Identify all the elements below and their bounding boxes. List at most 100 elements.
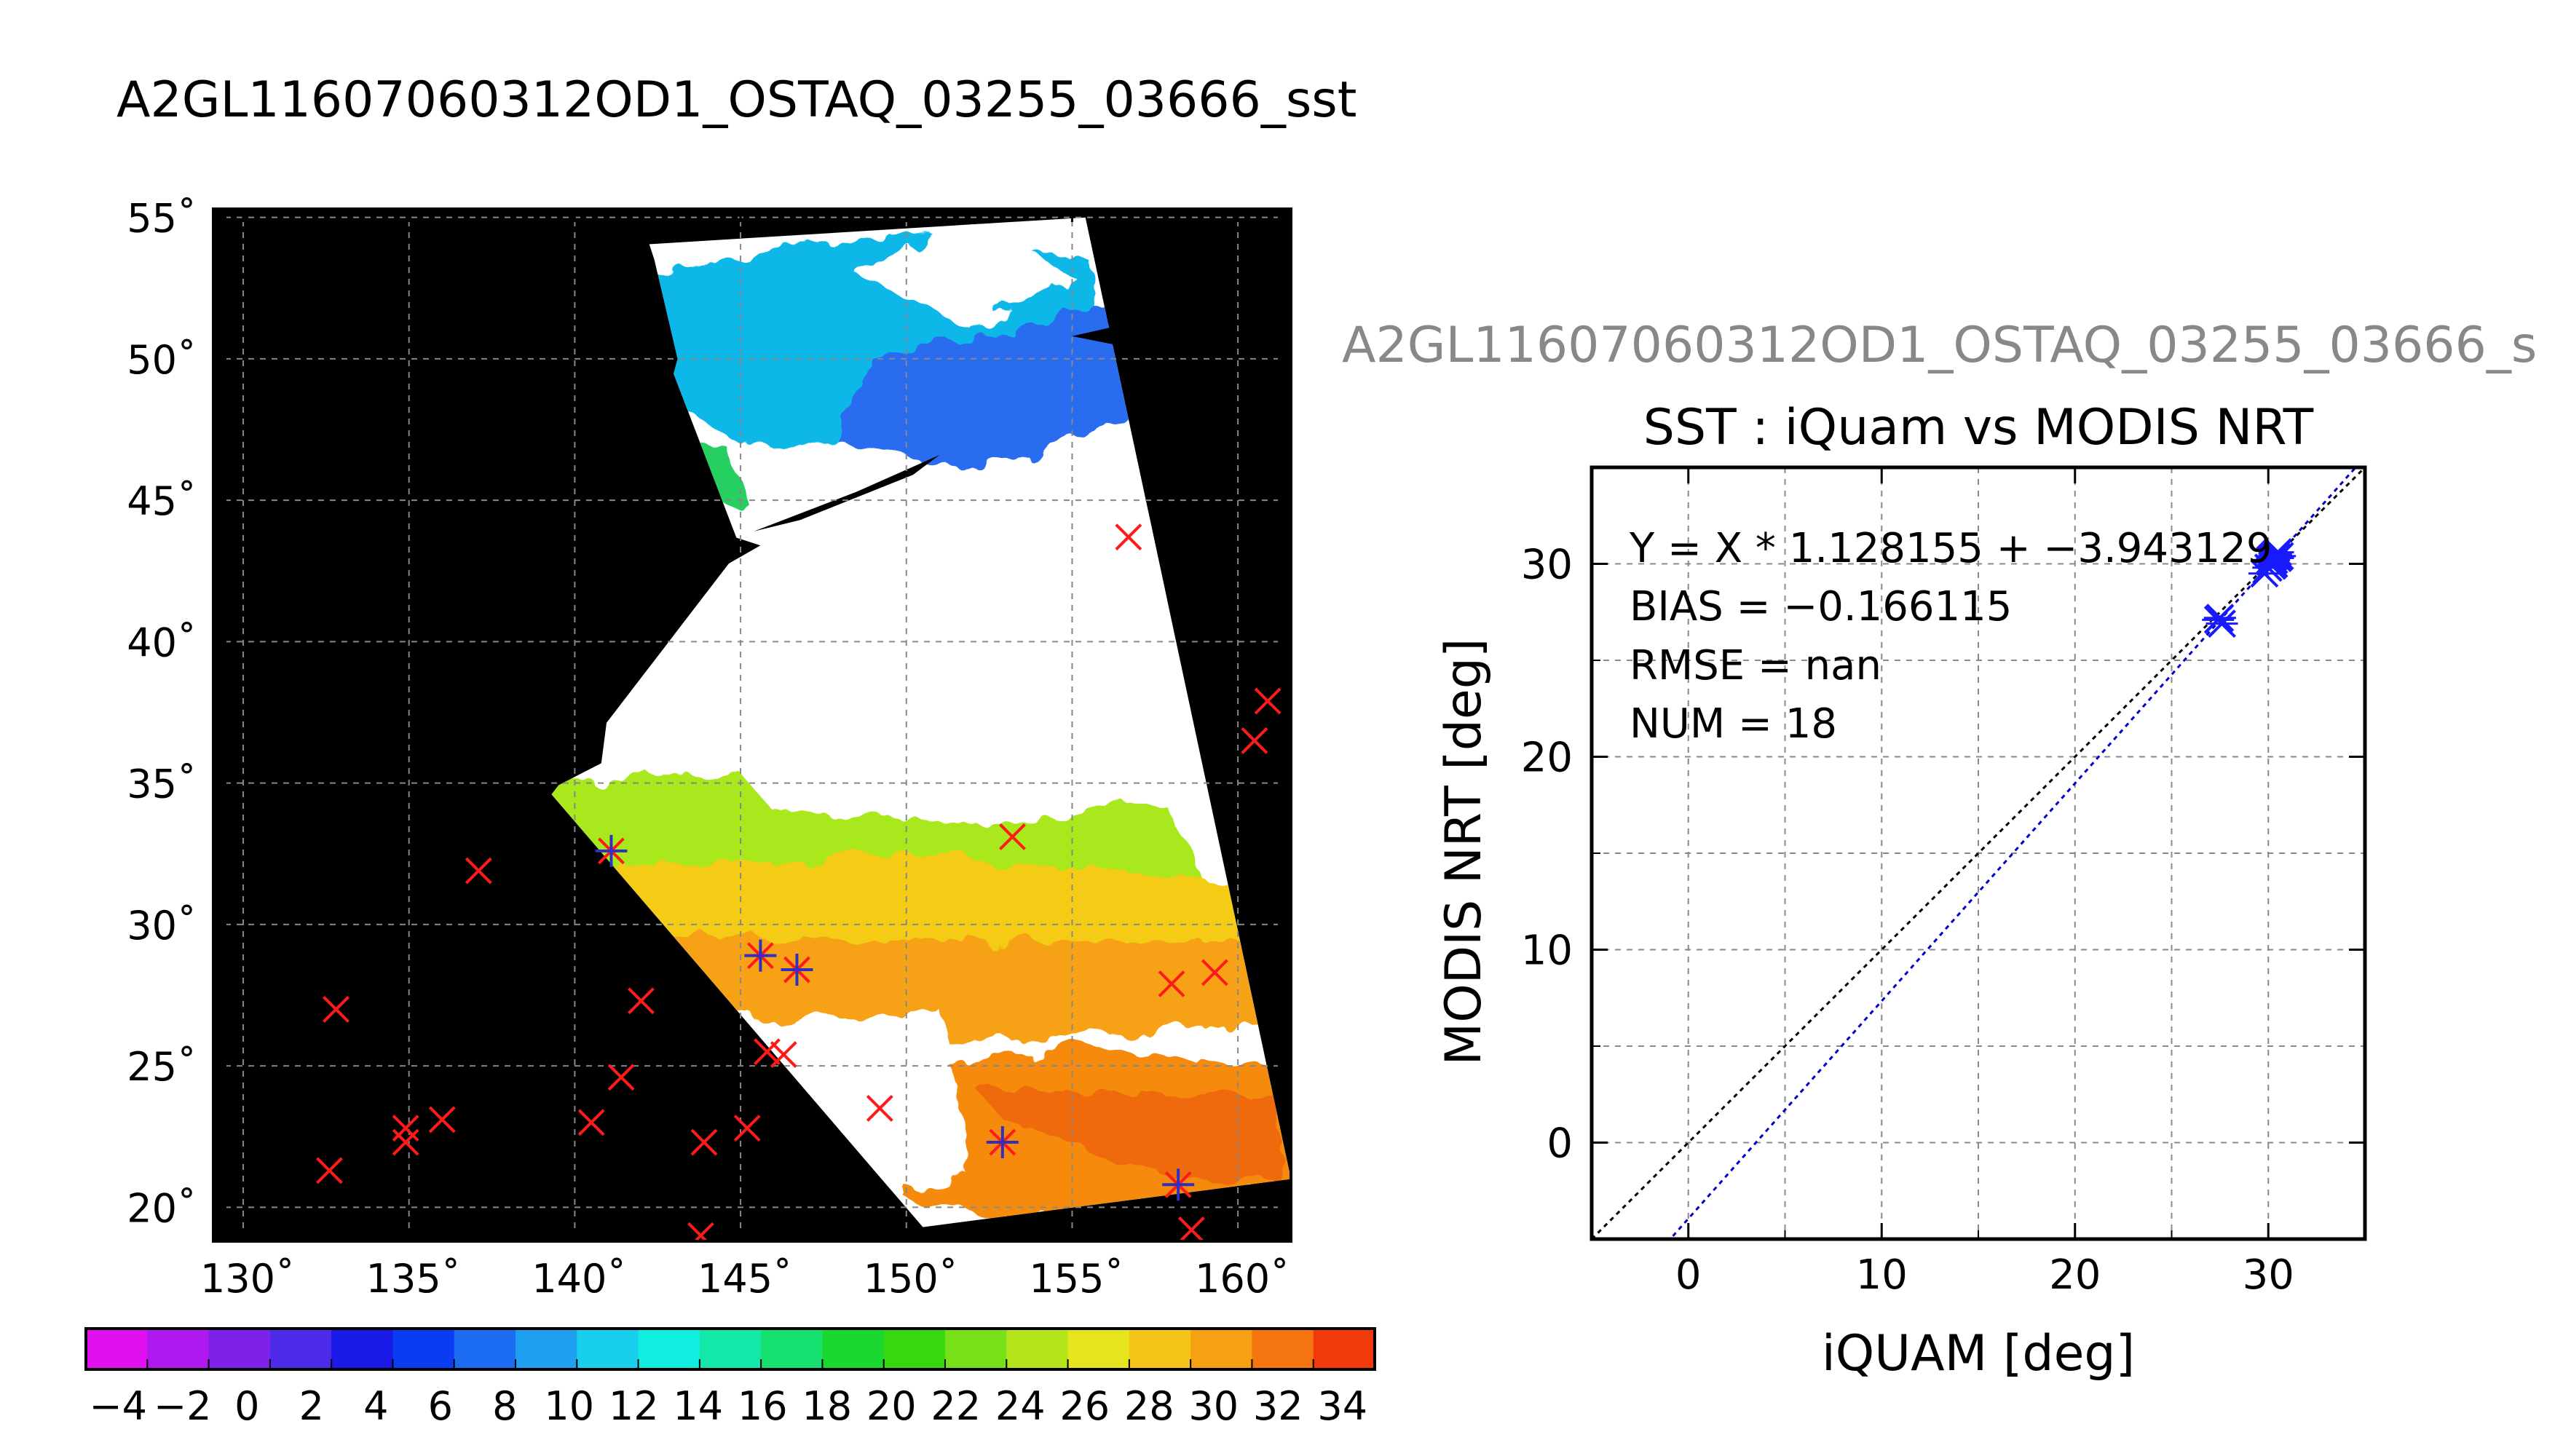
land-region	[558, 209, 678, 470]
match-markers	[315, 523, 1282, 1241]
colorbar-label: 20	[866, 1383, 917, 1429]
match-marker	[1201, 959, 1228, 986]
colorbar-label: 18	[802, 1383, 852, 1429]
fit-equation: Y = X * 1.128155 + −3.943129	[1629, 525, 2272, 572]
map-x-tick-label: 130˚	[200, 1256, 295, 1302]
land-mask	[226, 209, 1165, 896]
scatter-grid	[1592, 467, 2365, 1239]
colorbar-label: 34	[1317, 1383, 1367, 1429]
map-x-tick-label: 145˚	[698, 1256, 792, 1302]
subtropic-band	[574, 853, 1271, 959]
colorbar-label: −4	[89, 1383, 147, 1429]
colorbar-swatch	[147, 1329, 210, 1369]
scatter-panel: 0 10 20 30 0 10 20 30 Y = X * 1.128155 + −3.943…	[1435, 465, 2367, 1382]
bias-label: BIAS = −0.166115	[1630, 583, 2012, 630]
map-y-tick-label: 40˚	[127, 620, 197, 665]
scatter-annotations: Y = X * 1.128155 + −3.943129 BIAS = −0.1…	[1629, 525, 2272, 748]
scatter-x-label: iQUAM [deg]	[1822, 1325, 2135, 1382]
colorbar-swatch	[822, 1329, 885, 1369]
map-y-tick-label: 30˚	[127, 903, 197, 949]
valid-match-marker	[986, 1126, 1019, 1159]
colorbar-labels: −4 −2 0 2 4 6 8 10 12 14 16 18 20 22 24 26 28 30 32 34	[89, 1383, 1367, 1429]
colorbar-swatch	[761, 1329, 824, 1369]
colorbar-label: 6	[428, 1383, 453, 1429]
match-marker	[866, 1094, 893, 1122]
match-marker	[465, 857, 492, 885]
match-marker	[687, 1222, 714, 1241]
identity-line	[1592, 467, 2365, 1239]
valid-match-marker	[1162, 1168, 1195, 1201]
colorbar-frame	[84, 1327, 1376, 1371]
cloud-gap	[674, 684, 1205, 826]
colorbar-swatch	[1129, 1329, 1192, 1369]
colorbar-swatch	[392, 1329, 455, 1369]
map-y-tick-label: 25˚	[127, 1044, 197, 1090]
map-x-tick-label: 160˚	[1195, 1256, 1290, 1302]
colorbar-label: 24	[995, 1383, 1046, 1429]
map-y-tick-label: 45˚	[127, 478, 197, 524]
match-marker	[690, 1128, 718, 1156]
kuril-band	[840, 302, 1172, 472]
colorbar-swatch	[1067, 1329, 1130, 1369]
scatter-ticks: 0 10 20 30 0 10 20 30	[1521, 467, 2366, 1299]
match-marker	[392, 1128, 419, 1156]
colorbar-label: 26	[1059, 1383, 1110, 1429]
valid-match-marker	[781, 954, 813, 986]
colorbar-label: 8	[492, 1383, 517, 1429]
num-label: NUM = 18	[1630, 700, 1837, 748]
scatter-y-tick-label: 20	[1521, 735, 1573, 782]
scatter-x-tick-label: 30	[2243, 1251, 2294, 1299]
match-marker	[770, 1041, 797, 1069]
sst-field	[551, 217, 1288, 1222]
land-region	[1072, 290, 1165, 345]
scatter-x-tick-label: 20	[2049, 1251, 2101, 1299]
colorbar-swatch	[883, 1329, 946, 1369]
map-panel: 55˚ 50˚ 45˚ 40˚ 35˚ 30˚ 25˚ 20˚ 130˚ 135˚ 140˚ 145…	[127, 196, 1292, 1302]
map-x-ticks: 130˚ 135˚ 140˚ 145˚ 150˚ 155˚ 160˚	[200, 209, 1290, 1302]
land-region	[392, 604, 641, 826]
colorbar-swatches	[86, 1329, 1375, 1369]
colorbar-swatch	[1313, 1329, 1375, 1369]
colorbar-swatch	[699, 1329, 762, 1369]
colorbar-swatch	[577, 1329, 639, 1369]
map-x-tick-label: 140˚	[532, 1256, 626, 1302]
match-marker	[607, 1064, 635, 1091]
map-x-tick-label: 150˚	[864, 1256, 958, 1302]
match-marker	[999, 823, 1026, 850]
colorbar-swatch	[269, 1329, 333, 1369]
colorbar-label: 30	[1188, 1383, 1239, 1429]
match-marker	[323, 996, 350, 1023]
colorbar-label: 32	[1253, 1383, 1303, 1429]
scatter-header: A2GL11607060312OD1_OSTAQ_03255_03666_s	[1342, 317, 2537, 374]
scatter-point	[2203, 604, 2236, 633]
warm-band	[607, 930, 1278, 1044]
colorbar-label: 22	[931, 1383, 981, 1429]
colorbar-label: 4	[363, 1383, 388, 1429]
colorbar-label: 2	[299, 1383, 324, 1429]
map-y-tick-label: 20˚	[127, 1185, 197, 1231]
match-marker	[628, 987, 655, 1015]
map-y-tick-label: 55˚	[127, 196, 197, 242]
match-marker	[577, 1109, 605, 1136]
match-marker	[754, 1038, 781, 1066]
valid-match-marker	[744, 939, 777, 972]
colorbar-swatch	[331, 1329, 394, 1369]
colorbar-label: −2	[154, 1383, 212, 1429]
colorbar-label: 16	[738, 1383, 788, 1429]
scatter-title: SST : iQuam vs MODIS NRT	[1643, 399, 2314, 456]
colorbar-label: 10	[544, 1383, 594, 1429]
colorbar-swatch	[1006, 1329, 1069, 1369]
land-region	[323, 802, 399, 834]
scatter-y-tick-label: 10	[1521, 927, 1573, 975]
match-marker	[733, 1115, 761, 1142]
colorbar-swatch	[86, 1329, 149, 1369]
colorbar-swatch	[516, 1329, 578, 1369]
match-marker	[1177, 1216, 1205, 1241]
scatter-y-tick-label: 30	[1521, 542, 1573, 589]
match-marker	[1254, 687, 1282, 715]
scatter-x-tick-label: 10	[1856, 1251, 1908, 1299]
match-marker	[1115, 523, 1142, 551]
fit-line	[1668, 467, 2358, 1239]
colorbar-label: 28	[1124, 1383, 1174, 1429]
map-grid	[213, 209, 1291, 1241]
